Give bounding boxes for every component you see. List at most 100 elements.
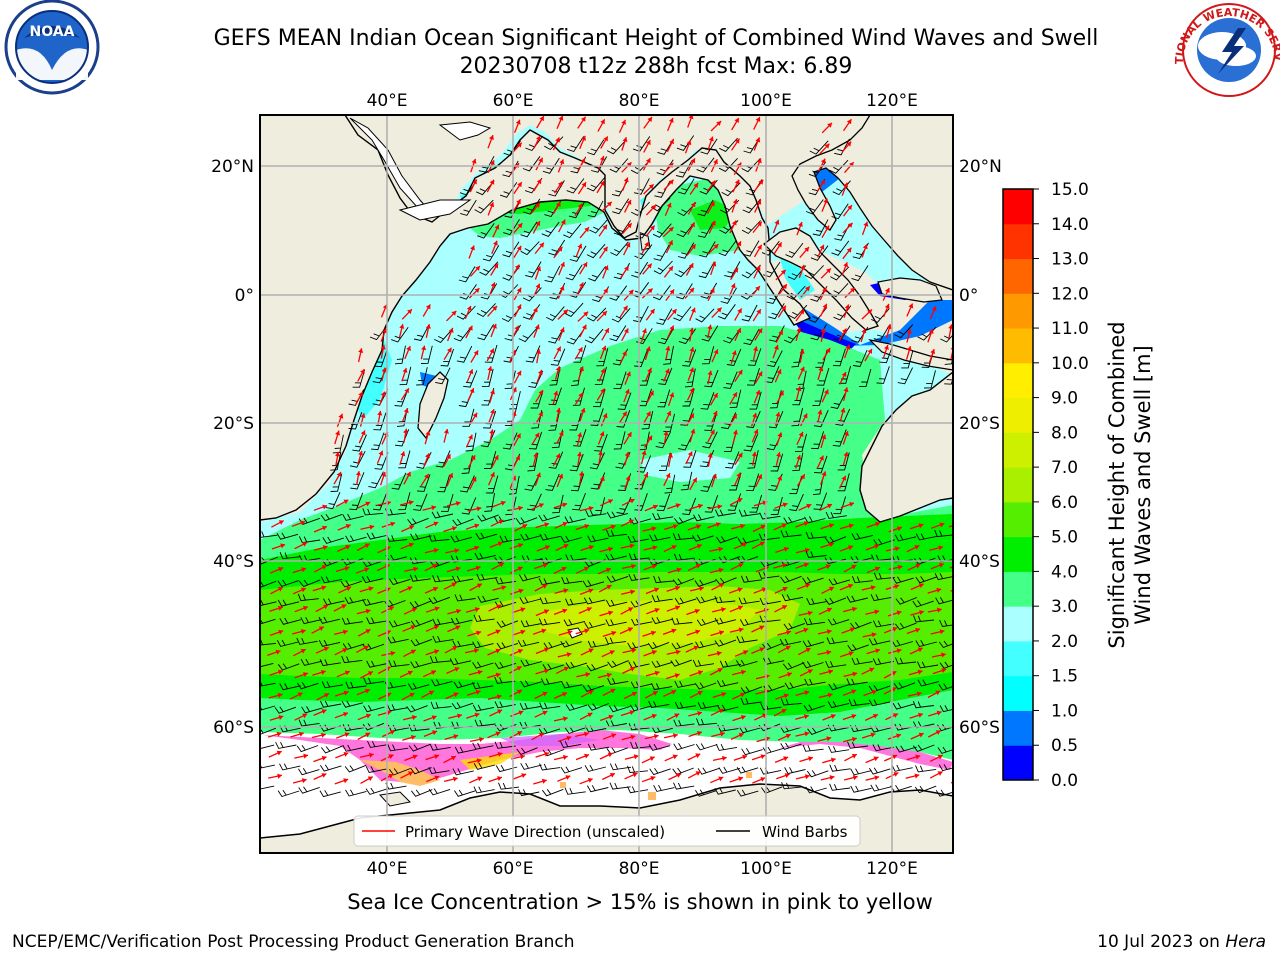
wave-direction-arrowhead (915, 627, 921, 633)
wave-direction-arrowhead (707, 324, 713, 330)
wind-barb (298, 579, 321, 588)
wave-direction-arrowhead (644, 241, 649, 247)
wind-barb (494, 662, 517, 670)
wind-barb (693, 514, 715, 522)
wave-direction-arrowhead (301, 567, 307, 573)
australia (859, 371, 953, 523)
wind-barb (565, 703, 588, 711)
wave-direction-arrowhead (759, 541, 765, 547)
wave-direction-arrowhead (603, 136, 608, 142)
wind-barb (519, 596, 541, 605)
wave-direction-arrowhead (302, 542, 308, 547)
wave-direction-arrowhead (451, 310, 457, 316)
wind-barb (363, 677, 385, 685)
wave-direction-arrowhead (611, 630, 617, 636)
wind-barb (504, 370, 516, 390)
wind-barb (300, 617, 322, 625)
wave-direction-arrowhead (665, 473, 671, 479)
wave-direction-arrowhead (862, 244, 868, 250)
wind-barb (332, 434, 344, 454)
wind-barb (656, 308, 673, 325)
wind-barb (318, 639, 341, 647)
wave-direction-arrowhead (380, 391, 386, 397)
wave-direction-arrowhead (843, 182, 848, 188)
wave-direction-arrowhead (421, 345, 427, 351)
wave-direction-arrowhead (276, 750, 282, 756)
wind-barb (572, 492, 586, 511)
colorbar-tick-label: 15.0 (1051, 180, 1089, 200)
wind-barb (454, 594, 476, 602)
wind-barb (587, 640, 609, 648)
wind-barb (938, 640, 953, 649)
wave-direction-arrowhead (786, 630, 791, 635)
wind-barb (389, 768, 411, 776)
wave-direction-arrowhead (622, 351, 627, 356)
wind-barb (829, 764, 851, 772)
wave-direction-arrowhead (369, 524, 375, 530)
wind-barb (746, 473, 760, 492)
wind-barb (894, 324, 914, 339)
wave-direction-arrowhead (826, 649, 832, 655)
wave-direction-arrowhead (600, 388, 605, 394)
wave-direction-arrowhead (588, 690, 594, 695)
wave-direction-arrowhead (557, 246, 563, 252)
wind-barb (682, 497, 697, 516)
wave-direction-arrowhead (321, 773, 327, 778)
wind-barb (495, 764, 518, 773)
wind-barb (429, 655, 451, 664)
wind-barb (915, 576, 937, 584)
wind-barb (684, 368, 696, 388)
wind-barb (807, 727, 829, 735)
wind-barb (320, 764, 342, 772)
wave-direction-arrowhead (755, 117, 761, 122)
wind-barb (296, 744, 319, 753)
wave-direction-arrowhead (381, 472, 387, 477)
wave-direction-arrowhead (872, 714, 878, 719)
wind-barb (520, 680, 542, 688)
wind-barb (477, 223, 495, 239)
wave-direction-arrowhead (455, 625, 461, 631)
wave-direction-arrowhead (555, 453, 561, 459)
wave-direction-arrowhead (690, 428, 696, 434)
wave-direction-arrowhead (803, 714, 809, 720)
wave-direction-arrowhead (582, 262, 588, 268)
wave-direction-arrowhead (468, 434, 473, 440)
wind-barb (559, 741, 582, 749)
wind-barb (664, 474, 676, 494)
wind-barb (655, 431, 672, 449)
wave-direction-arrowhead (390, 650, 396, 656)
wind-barb (897, 367, 914, 385)
wind-barb (398, 450, 411, 469)
wave-direction-arrowhead (541, 778, 547, 784)
wave-direction-arrowhead (961, 545, 966, 550)
wind-barb (833, 496, 847, 515)
wave-direction-arrowhead (760, 754, 766, 760)
wind-barb (318, 616, 341, 624)
wind-barb (416, 474, 431, 492)
wind-barb (674, 597, 697, 605)
wind-barb (658, 452, 671, 471)
wind-barb (499, 535, 521, 543)
wind-barb (782, 662, 805, 671)
wave-direction-arrowhead (851, 565, 857, 570)
lon-tick-label: 120°E (866, 859, 918, 879)
wave-direction-arrowhead (738, 627, 744, 633)
wave-direction-arrowhead (536, 472, 541, 478)
wave-direction-arrowhead (388, 774, 394, 779)
wave-direction-arrowhead (277, 773, 282, 779)
wave-direction-arrowhead (624, 266, 629, 272)
wave-direction-arrowhead (585, 672, 591, 678)
colorbar-swatch (1003, 467, 1033, 503)
wave-direction-arrowhead (848, 545, 853, 551)
wave-direction-arrowhead (672, 754, 678, 760)
wave-direction-arrowhead (477, 669, 483, 675)
wind-barb (697, 767, 720, 775)
wave-direction-arrowhead (753, 346, 759, 352)
wave-direction-arrowhead (737, 498, 743, 503)
wave-direction-arrowhead (603, 265, 609, 271)
wave-direction-arrowhead (885, 288, 890, 293)
wind-barb (806, 598, 828, 606)
wave-direction-arrowhead (782, 586, 788, 592)
wind-barb (330, 473, 343, 492)
wind-barb (344, 764, 367, 773)
